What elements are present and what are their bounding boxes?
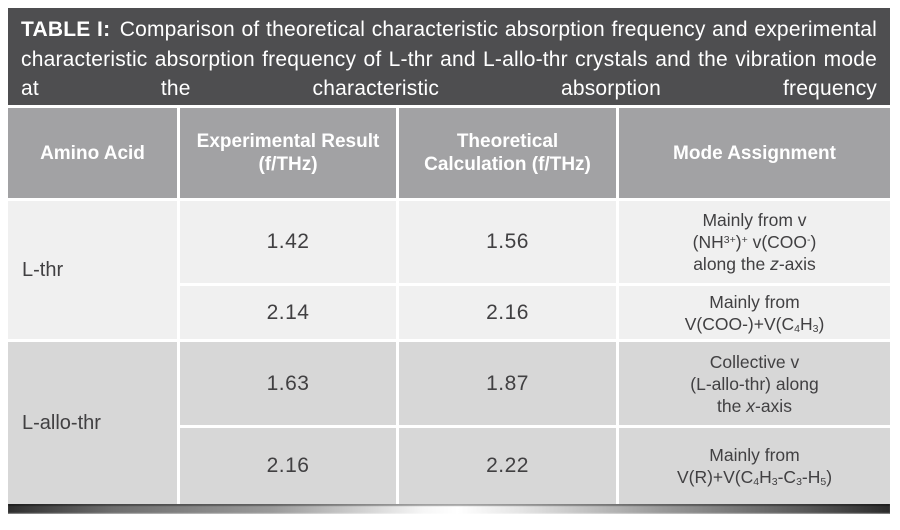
table-header-row: Amino Acid Experimental Result (f/THz) T… — [8, 108, 890, 198]
column-header-amino-acid: Amino Acid — [8, 108, 177, 198]
theoretical-value-cell: 1.87 — [399, 342, 616, 425]
column-header-experimental: Experimental Result (f/THz) — [180, 108, 396, 198]
amino-acid-cell: L-thr — [8, 201, 177, 339]
column-header-theoretical: Theoretical Calculation (f/THz) — [399, 108, 616, 198]
column-header-mode-assignment: Mode Assignment — [619, 108, 890, 198]
mode-assignment-cell: Mainly from v (NH3+)+ v(COO-) along the z-… — [619, 201, 890, 283]
mode-assignment-cell: Mainly from V(COO-)+V(C4H3) — [619, 286, 890, 339]
table-figure: TABLE I: Comparison of theoretical charac… — [8, 8, 890, 514]
experimental-value-cell: 1.42 — [180, 201, 396, 283]
experimental-value-cell: 1.63 — [180, 342, 396, 425]
table-caption-text: Comparison of theoretical characteristic… — [21, 18, 877, 100]
table-caption: TABLE I: Comparison of theoretical charac… — [8, 8, 890, 105]
experimental-value-cell: 2.14 — [180, 286, 396, 339]
table-body: L-thr 1.42 1.56 Mainly from v (NH3+)+ v(C… — [8, 201, 890, 504]
theoretical-value-cell: 2.16 — [399, 286, 616, 339]
mode-assignment-cell: Mainly from V(R)+V(C4H3-C3-H5) — [619, 428, 890, 504]
mode-assignment-cell: Collective v (L-allo-thr) along the x-axis — [619, 342, 890, 425]
experimental-value-cell: 2.16 — [180, 428, 396, 504]
theoretical-value-cell: 2.22 — [399, 428, 616, 504]
bottom-gradient-bar — [8, 504, 890, 514]
table-caption-label: TABLE I: — [21, 18, 111, 41]
theoretical-value-cell: 1.56 — [399, 201, 616, 283]
amino-acid-cell: L-allo-thr — [8, 342, 177, 504]
